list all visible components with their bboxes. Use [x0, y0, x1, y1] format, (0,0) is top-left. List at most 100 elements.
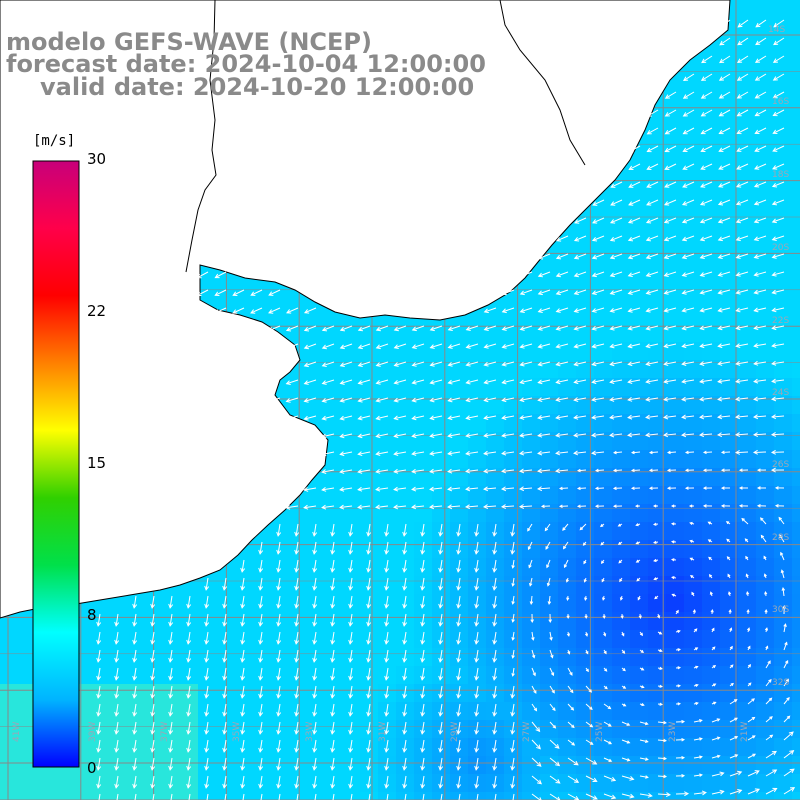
- lat-label: 16S: [772, 97, 789, 107]
- wind-speed-cell: [792, 216, 800, 234]
- wind-speed-cell: [738, 666, 756, 684]
- wind-speed-cell: [0, 648, 18, 666]
- lon-label: 31W: [378, 722, 388, 742]
- wind-speed-cell: [738, 540, 756, 558]
- wind-speed-cell: [666, 684, 684, 702]
- lat-label: 32S: [772, 678, 789, 688]
- wind-speed-cell: [18, 774, 36, 792]
- wind-speed-cell: [720, 594, 738, 612]
- wind-speed-cell: [612, 612, 630, 630]
- colorbar: [32, 160, 82, 772]
- wind-speed-cell: [792, 414, 800, 432]
- wind-speed-cell: [576, 558, 594, 576]
- wind-speed-cell: [576, 630, 594, 648]
- wind-speed-cell: [666, 522, 684, 540]
- wind-speed-cell: [792, 630, 800, 648]
- wind-speed-cell: [522, 558, 540, 576]
- wind-speed-cell: [558, 720, 576, 738]
- wind-speed-cell: [522, 630, 540, 648]
- wind-speed-cell: [666, 504, 684, 522]
- wind-speed-cell: [792, 540, 800, 558]
- wind-speed-cell: [738, 558, 756, 576]
- wind-speed-cell: [792, 702, 800, 720]
- wind-speed-cell: [792, 198, 800, 216]
- wind-speed-cell: [522, 684, 540, 702]
- wind-speed-cell: [576, 612, 594, 630]
- wind-speed-cell: [792, 666, 800, 684]
- wind-speed-cell: [684, 720, 702, 738]
- wind-speed-cell: [522, 792, 540, 800]
- wind-speed-cell: [792, 90, 800, 108]
- wind-speed-cell: [792, 0, 800, 18]
- wind-speed-cell: [342, 468, 360, 486]
- valid-date: valid date: 2024-10-20 12:00:00: [40, 75, 474, 99]
- lat-label: 26S: [772, 460, 789, 470]
- wind-speed-cell: [594, 684, 612, 702]
- wind-speed-cell: [558, 414, 576, 432]
- wind-speed-cell: [594, 774, 612, 792]
- wind-speed-cell: [630, 666, 648, 684]
- wind-speed-cell: [324, 468, 342, 486]
- wind-speed-cell: [756, 792, 774, 800]
- wind-speed-cell: [540, 540, 558, 558]
- wind-speed-cell: [720, 540, 738, 558]
- wind-speed-cell: [540, 612, 558, 630]
- wind-speed-cell: [540, 666, 558, 684]
- wind-speed-cell: [774, 468, 792, 486]
- wind-speed-cell: [738, 594, 756, 612]
- wind-speed-cell: [558, 666, 576, 684]
- wind-speed-cell: [702, 594, 720, 612]
- lat-label: 30S: [772, 605, 789, 615]
- wind-speed-cell: [522, 648, 540, 666]
- wind-speed-cell: [576, 594, 594, 612]
- wind-speed-cell: [0, 702, 18, 720]
- wind-speed-cell: [774, 648, 792, 666]
- wind-speed-cell: [666, 666, 684, 684]
- wind-speed-cell: [594, 702, 612, 720]
- wind-speed-cell: [720, 702, 738, 720]
- wind-speed-cell: [540, 558, 558, 576]
- wind-speed-cell: [720, 558, 738, 576]
- wind-speed-cell: [702, 522, 720, 540]
- wind-speed-cell: [684, 756, 702, 774]
- wind-speed-cell: [774, 756, 792, 774]
- wind-speed-cell: [792, 612, 800, 630]
- wind-speed-cell: [666, 558, 684, 576]
- wind-speed-cell: [720, 666, 738, 684]
- wind-speed-cell: [666, 540, 684, 558]
- wind-speed-cell: [792, 576, 800, 594]
- wind-speed-cell: [18, 792, 36, 800]
- wind-speed-cell: [0, 792, 18, 800]
- wind-speed-cell: [684, 702, 702, 720]
- wind-speed-cell: [576, 774, 594, 792]
- wind-speed-cell: [792, 486, 800, 504]
- wind-speed-cell: [702, 540, 720, 558]
- wind-speed-cell: [756, 738, 774, 756]
- wind-speed-cell: [792, 180, 800, 198]
- wind-speed-cell: [630, 738, 648, 756]
- lat-label: 28S: [772, 533, 789, 543]
- wind-speed-cell: [630, 612, 648, 630]
- wind-speed-cell: [540, 648, 558, 666]
- wind-speed-cell: [792, 342, 800, 360]
- wind-speed-cell: [792, 648, 800, 666]
- wind-speed-cell: [666, 792, 684, 800]
- wind-speed-cell: [702, 756, 720, 774]
- wind-speed-cell: [702, 738, 720, 756]
- wind-speed-cell: [756, 576, 774, 594]
- colorbar-gradient: [33, 161, 79, 767]
- wind-speed-cell: [756, 342, 774, 360]
- wind-speed-cell: [792, 306, 800, 324]
- wind-speed-cell: [666, 774, 684, 792]
- wind-speed-cell: [792, 126, 800, 144]
- colorbar-tick-15: 15: [87, 456, 106, 471]
- wind-speed-cell: [0, 630, 18, 648]
- wind-speed-cell: [486, 432, 504, 450]
- wind-speed-cell: [558, 594, 576, 612]
- wind-speed-cell: [540, 630, 558, 648]
- wind-speed-cell: [720, 738, 738, 756]
- wind-speed-cell: [720, 756, 738, 774]
- wind-speed-cell: [54, 792, 72, 800]
- wind-speed-cell: [630, 378, 648, 396]
